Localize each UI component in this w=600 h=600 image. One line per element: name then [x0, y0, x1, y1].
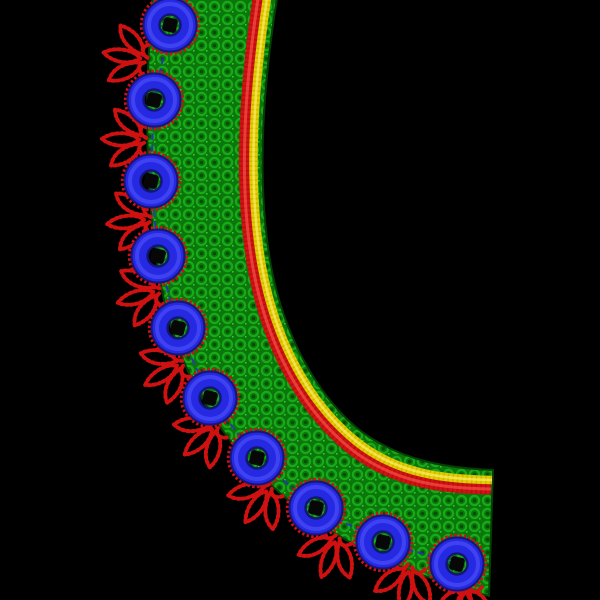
mirror-ring-layer — [183, 371, 237, 425]
inner-border-stripes — [238, 0, 493, 495]
mirror-ring-layer — [293, 485, 339, 531]
mirror-circle — [226, 427, 288, 489]
mirror-ring-layer — [127, 225, 189, 287]
mirror-ring-layer — [371, 530, 395, 554]
mirror-ring-layer — [123, 153, 179, 209]
mirror-circle — [179, 367, 241, 429]
mirror-ring-layer — [155, 305, 201, 351]
mirror-ring-layer — [226, 427, 288, 489]
mirror-ring-layer — [179, 367, 241, 429]
mirror-ring-layer — [166, 316, 190, 340]
mirror-circle — [147, 297, 209, 359]
mirror-ring-layer — [234, 435, 280, 481]
mirror-center-hole — [202, 390, 218, 406]
mirror-ring-layer — [356, 515, 410, 569]
mirror-center-hole — [146, 92, 162, 108]
mirror-ring-layer — [147, 297, 209, 359]
mirror-ring-layer — [142, 88, 166, 112]
mirror-ring-layer — [131, 77, 177, 123]
mirror-center-hole — [375, 534, 391, 550]
mirror-ring-layer — [123, 69, 185, 131]
mirror-ring-layer — [135, 233, 181, 279]
mirror-ring-layer — [151, 301, 205, 355]
mirror-ring-layer — [429, 536, 485, 592]
mirror-ring-layer — [430, 537, 484, 591]
inner-border-red-stripe — [238, 0, 492, 495]
inner-border-red-stripe-highlight — [242, 0, 492, 491]
mirror-center-hole — [170, 320, 186, 336]
travel-stitch-polyline — [149, 24, 458, 565]
mirror-ring-layer — [304, 496, 328, 520]
mirror-ring-layer — [126, 72, 182, 128]
mirror-ring-layer — [120, 150, 182, 212]
mirror-ring-layer — [150, 300, 206, 356]
mirror-circle — [352, 511, 414, 573]
mirror-center-hole — [143, 173, 159, 189]
mirror-ring-layer — [355, 514, 411, 570]
mirror-ring-layer — [130, 228, 186, 284]
mirror-ring-layer — [245, 446, 269, 470]
mirror-ring-layer — [360, 519, 406, 565]
mirror-center-hole — [162, 17, 178, 33]
mirror-center-hole — [449, 556, 465, 572]
inner-border-yellow-stripe — [249, 0, 493, 485]
mirror-ring-layer — [445, 552, 469, 576]
mirror-ring-layer — [143, 0, 197, 52]
mirror-ring-layer — [147, 2, 193, 48]
mirror-ring-layer — [139, 0, 201, 56]
mirror-circle — [120, 150, 182, 212]
mirror-ring-layer — [131, 229, 185, 283]
mirror-circle — [127, 225, 189, 287]
mirror-ring-layer — [230, 431, 284, 485]
mirror-ring-layer — [124, 154, 178, 208]
mirror-ring-layer — [187, 375, 233, 421]
mirror-circle — [285, 477, 347, 539]
mirror-center-hole — [308, 500, 324, 516]
mirror-ring-layer — [142, 0, 198, 53]
mirror-ring-layer — [139, 169, 163, 193]
mirror-ring-layer — [288, 480, 344, 536]
mirror-ring-layer — [352, 511, 414, 573]
mirror-center-hole — [150, 248, 166, 264]
mirror-ring-layer — [285, 477, 347, 539]
mirror-circle — [123, 69, 185, 131]
mirror-ring-layer — [426, 533, 488, 595]
outer-travel-stitch-line — [149, 24, 458, 565]
mirror-ring-layer — [182, 370, 238, 426]
mirror-circles — [120, 0, 488, 595]
mirror-circle — [139, 0, 201, 56]
mirror-circle — [426, 533, 488, 595]
mirror-ring-layer — [146, 244, 170, 268]
mirror-center-hole — [249, 450, 265, 466]
mirror-ring-layer — [289, 481, 343, 535]
mirror-ring-layer — [158, 13, 182, 37]
mirror-ring-layer — [434, 541, 480, 587]
inner-border-yellow-stripe-highlight — [252, 0, 493, 482]
mirror-ring-layer — [127, 73, 181, 127]
mirror-ring-layer — [229, 430, 285, 486]
mirror-ring-layer — [128, 158, 174, 204]
mirror-ring-layer — [198, 386, 222, 410]
